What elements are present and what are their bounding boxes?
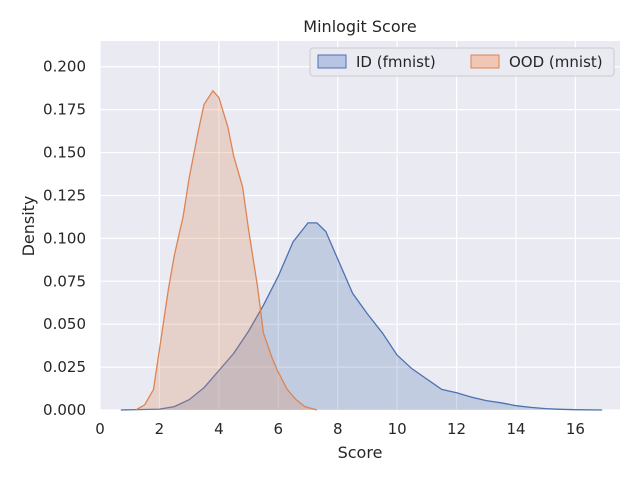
x-tick-label: 8 (333, 420, 343, 438)
x-tick-label: 14 (506, 420, 525, 438)
area-fill-ood (135, 90, 317, 411)
grid-lines (99, 41, 620, 411)
y-axis-ticks: 0.000 0.025 0.050 0.075 0.100 0.125 0.150 0.175… (43, 58, 86, 419)
y-tick-label: 0.175 (43, 101, 86, 119)
y-tick-label: 0.200 (43, 58, 86, 76)
chart-title: Minlogit Score (303, 17, 416, 36)
plot-area (100, 41, 620, 410)
x-tick-label: 16 (566, 420, 585, 438)
y-tick-label: 0.050 (43, 315, 86, 333)
density-line-id (120, 222, 603, 411)
density-line-ood (135, 89, 318, 411)
y-tick-label: 0.000 (43, 401, 86, 419)
x-tick-label: 2 (155, 420, 165, 438)
y-tick-label: 0.150 (43, 144, 86, 162)
x-tick-label: 0 (95, 420, 105, 438)
y-tick-label: 0.025 (43, 358, 86, 376)
area-fill-id (120, 222, 603, 410)
x-tick-label: 10 (388, 420, 407, 438)
y-axis-label: Density (19, 196, 38, 257)
x-tick-label: 6 (274, 420, 284, 438)
legend-swatch-id (317, 54, 347, 69)
x-tick-label: 4 (214, 420, 224, 438)
x-tick-label: 12 (447, 420, 466, 438)
legend-swatch-ood (470, 54, 500, 69)
legend-frame (309, 47, 615, 77)
y-tick-label: 0.125 (43, 186, 86, 204)
density-areas (120, 89, 603, 411)
legend: ID (fmnist) OOD (mnist) (309, 47, 615, 77)
legend-label-id: ID (fmnist) (356, 53, 436, 71)
y-tick-label: 0.075 (43, 272, 86, 290)
x-axis-ticks: 0 2 4 6 8 10 12 14 16 (95, 420, 585, 438)
legend-label-ood: OOD (mnist) (509, 53, 603, 71)
y-tick-label: 0.100 (43, 229, 86, 247)
x-axis-label: Score (338, 443, 383, 462)
